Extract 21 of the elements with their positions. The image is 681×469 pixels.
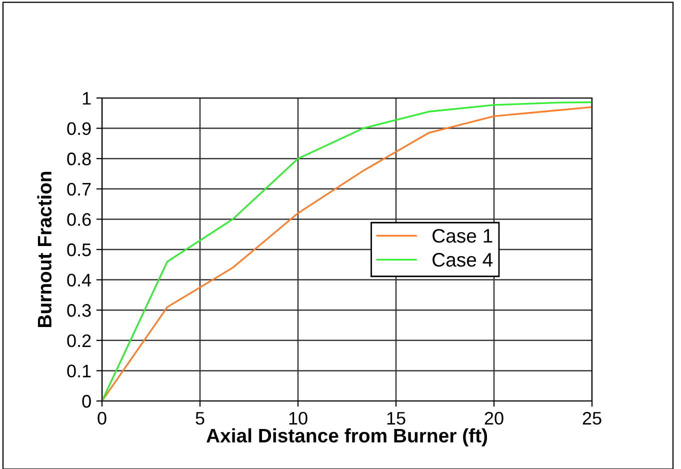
x-tick-label: 10: [289, 412, 308, 425]
x-axis-title: Axial Distance from Burner (ft): [206, 428, 488, 446]
y-tick-label: 0: [82, 394, 91, 408]
y-tick-label: 0.1: [67, 364, 91, 378]
y-tick-label: 1: [82, 92, 91, 105]
legend-label: Case 1: [432, 228, 492, 243]
y-tick-label: 0.3: [67, 304, 91, 317]
x-tick-label: 0: [98, 412, 106, 425]
x-tick-label: 15: [387, 412, 406, 425]
y-tick-label: 0.8: [67, 152, 91, 166]
y-axis-title: Burnout Fraction: [37, 172, 52, 328]
y-tick-label: 0.4: [67, 274, 92, 287]
y-tick-label: 0.2: [67, 334, 91, 348]
x-tick-label: 20: [484, 412, 504, 425]
y-tick-label: 0.7: [67, 182, 91, 196]
x-tick-label: 25: [582, 412, 602, 425]
y-tick-label: 0.5: [67, 243, 91, 256]
legend-label: Case 4: [432, 252, 493, 267]
y-tick-label: 0.9: [67, 122, 91, 136]
y-tick-label: 0.6: [67, 213, 91, 226]
x-tick-label: 5: [196, 412, 204, 425]
